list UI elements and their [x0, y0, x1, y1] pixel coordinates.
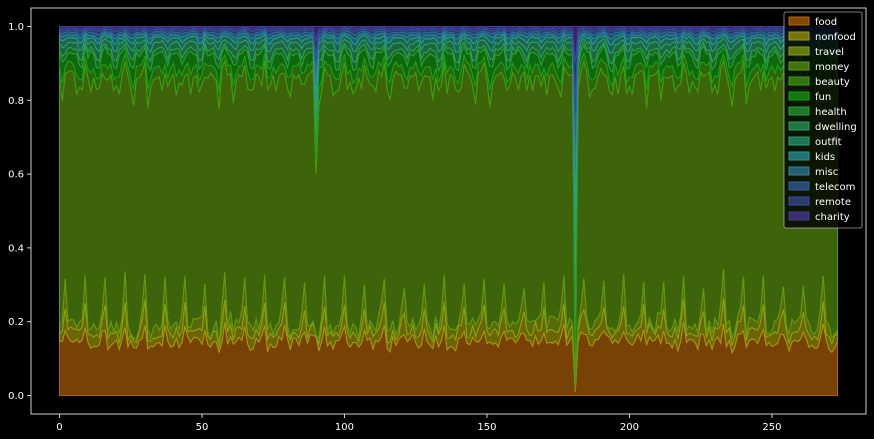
- legend-box: [783, 11, 863, 229]
- legend-label-charity: charity: [815, 212, 850, 223]
- y-tick-label: 0.8: [8, 96, 24, 107]
- y-tick-label: 0.6: [8, 170, 24, 181]
- legend-swatch-food: [788, 16, 810, 26]
- legend-label-nonfood: nonfood: [815, 32, 856, 43]
- x-tick-label: 0: [56, 422, 62, 433]
- legend-label-health: health: [815, 107, 847, 118]
- legend-swatch-beauty: [788, 76, 810, 86]
- legend-swatch-nonfood: [788, 31, 810, 41]
- x-tick-label: 50: [196, 422, 209, 433]
- legend-label-dwelling: dwelling: [815, 122, 857, 133]
- legend-label-fun: fun: [815, 92, 831, 103]
- legend-label-beauty: beauty: [815, 77, 850, 88]
- y-tick-label: 0.2: [8, 317, 24, 328]
- legend-label-telecom: telecom: [815, 182, 855, 193]
- legend-swatch-dwelling: [788, 121, 810, 131]
- legend-swatch-misc: [788, 166, 810, 176]
- legend-swatch-health: [788, 106, 810, 116]
- y-tick-label: 0.0: [8, 391, 24, 402]
- legend-swatch-travel: [788, 46, 810, 56]
- legend: food nonfood travel money beauty fun health dwe…: [783, 11, 863, 229]
- legend-label-remote: remote: [815, 197, 851, 208]
- area-layers: [59, 25, 838, 397]
- legend-swatch-charity: [788, 211, 810, 221]
- legend-swatch-kids: [788, 151, 810, 161]
- legend-swatch-remote: [788, 196, 810, 206]
- legend-label-outfit: outfit: [815, 137, 842, 148]
- legend-swatch-money: [788, 61, 810, 71]
- legend-label-misc: misc: [815, 167, 838, 178]
- legend-label-money: money: [815, 62, 849, 73]
- plot-frame: [30, 7, 867, 415]
- legend-swatch-telecom: [788, 181, 810, 191]
- x-tick-label: 200: [620, 422, 639, 433]
- x-tick-label: 150: [477, 422, 496, 433]
- x-tick-label: 100: [335, 422, 354, 433]
- y-tick-label: 1.0: [8, 22, 24, 33]
- legend-label-food: food: [815, 17, 837, 28]
- legend-swatch-outfit: [788, 136, 810, 146]
- legend-swatch-fun: [788, 91, 810, 101]
- legend-label-kids: kids: [815, 152, 835, 163]
- x-tick-label: 250: [762, 422, 781, 433]
- y-tick-label: 0.4: [8, 243, 24, 254]
- axes: 0 50 100 150 200 250 0.0 0.2 0.4 0.6 0.8 1.0: [8, 7, 867, 433]
- legend-label-travel: travel: [815, 47, 844, 58]
